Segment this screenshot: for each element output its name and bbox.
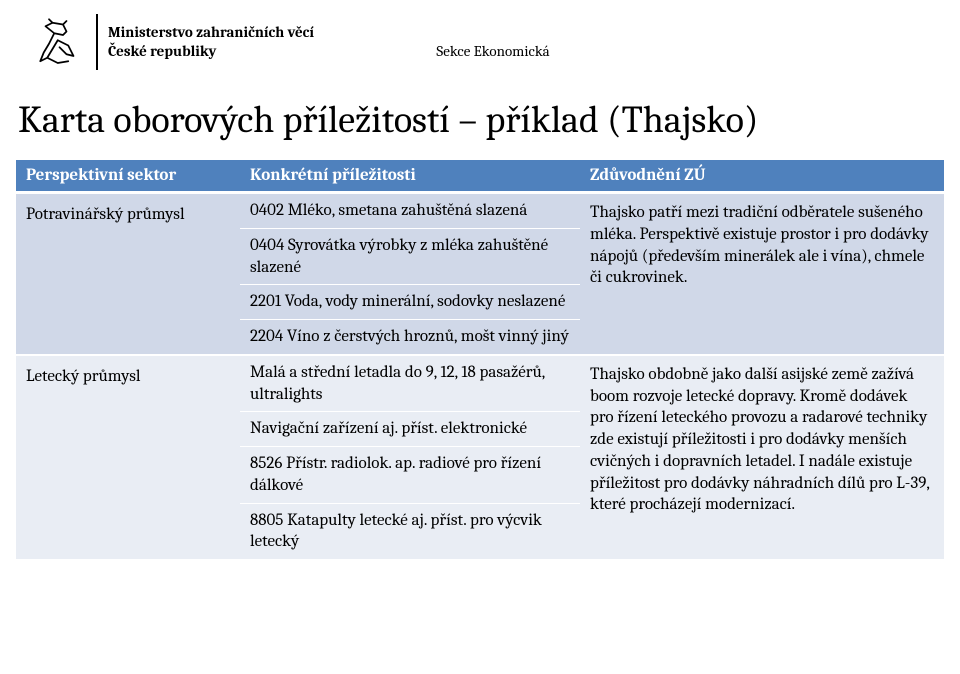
- table-row: Letecký průmysl Malá a střední letadla d…: [16, 355, 944, 560]
- national-emblem-icon: [28, 14, 84, 70]
- opportunity-item: 8805 Katapulty letecké aj. příst. pro vý…: [240, 504, 580, 560]
- page-title: Karta oborových příležitostí – příklad (…: [0, 70, 960, 160]
- opportunity-item: 2204 Víno z čerstvých hroznů, mošt vinný…: [240, 320, 580, 354]
- opportunity-item: 2201 Voda, vody minerální, sodovky nesla…: [240, 285, 580, 320]
- table-header-row: Perspektivní sektor Konkrétní příležitos…: [16, 160, 944, 193]
- opportunity-item: Navigační zařízení aj. příst. elektronic…: [240, 412, 580, 447]
- opportunity-table: Perspektivní sektor Konkrétní příležitos…: [16, 160, 944, 561]
- opportunities-cell: 0402 Mléko, smetana zahuštěná slazená 04…: [240, 193, 580, 355]
- page-header: Ministerstvo zahraničních věcí České rep…: [0, 0, 960, 70]
- header-text-block: Ministerstvo zahraničních věcí České rep…: [96, 14, 550, 70]
- col-header-sector: Perspektivní sektor: [16, 160, 240, 193]
- sector-cell: Potravinářský průmysl: [16, 193, 240, 355]
- opportunity-item: 8526 Přístr. radiolok. ap. radiové pro ř…: [240, 447, 580, 504]
- justification-cell: Thajsko patří mezi tradiční odběratele s…: [580, 193, 944, 355]
- opportunity-item: 0402 Mléko, smetana zahuštěná slazená: [240, 194, 580, 229]
- col-header-justification: Zdůvodnění ZÚ: [580, 160, 944, 193]
- justification-cell: Thajsko obdobně jako další asijské země …: [580, 355, 944, 560]
- opportunity-item: Malá a střední letadla do 9, 12, 18 pasa…: [240, 356, 580, 413]
- opportunity-item: 0404 Syrovátka výrobky z mléka zahuštěné…: [240, 229, 580, 286]
- col-header-opportunities: Konkrétní příležitosti: [240, 160, 580, 193]
- section-label: Sekce Ekonomická: [436, 42, 549, 60]
- ministry-line1: Ministerstvo zahraničních věcí: [108, 23, 550, 42]
- sector-cell: Letecký průmysl: [16, 355, 240, 560]
- table-row: Potravinářský průmysl 0402 Mléko, smetan…: [16, 193, 944, 355]
- opportunities-cell: Malá a střední letadla do 9, 12, 18 pasa…: [240, 355, 580, 560]
- ministry-line2: České republiky: [108, 42, 216, 61]
